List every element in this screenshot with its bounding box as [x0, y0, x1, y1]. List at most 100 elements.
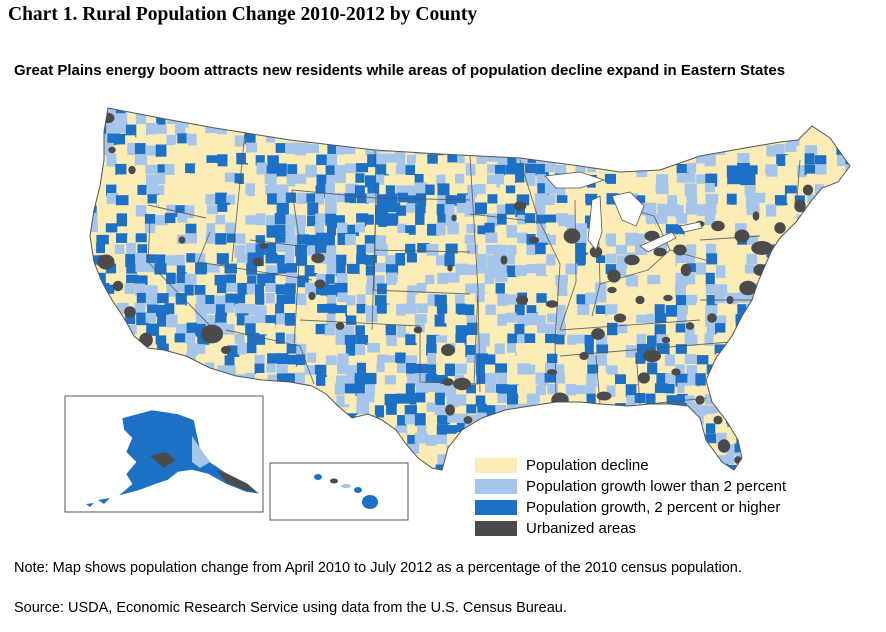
county-cell: [796, 313, 808, 325]
county-cell: [375, 134, 385, 148]
county-cell: [286, 343, 299, 354]
county-cell: [565, 403, 577, 413]
county-cell: [626, 294, 638, 306]
county-cell: [336, 254, 347, 266]
county-cell: [475, 292, 488, 303]
urbanized-area: [707, 313, 717, 323]
county-cell: [765, 204, 777, 217]
county-cell: [217, 284, 227, 294]
county-cell: [576, 223, 587, 235]
county-cell: [727, 284, 739, 298]
county-cell: [506, 424, 516, 435]
county-cell: [825, 315, 836, 328]
county-cell: [675, 284, 686, 297]
county-cell: [325, 183, 339, 195]
county-cell: [677, 382, 689, 393]
county-cell: [516, 114, 529, 126]
county-cell: [755, 283, 769, 295]
county-cell: [446, 355, 456, 368]
county-cell: [475, 134, 486, 145]
county-cell: [105, 343, 118, 355]
county-cell: [96, 304, 110, 316]
county-cell: [785, 333, 796, 343]
county-cell: [535, 362, 546, 374]
county-cell: [265, 335, 277, 347]
county-cell: [356, 244, 366, 258]
county-cell: [336, 144, 348, 155]
county-cell: [326, 284, 337, 297]
county-cell: [686, 162, 697, 173]
county-cell: [747, 423, 757, 436]
county-cell: [686, 135, 696, 148]
county-cell: [146, 123, 158, 136]
urbanized-area: [563, 228, 581, 244]
county-cell: [806, 303, 818, 314]
county-cell: [425, 184, 435, 195]
county-cell: [376, 283, 387, 295]
county-cell: [177, 133, 188, 144]
county-cell: [246, 142, 258, 153]
county-cell: [204, 304, 217, 314]
county-cell: [667, 443, 677, 455]
county-cell: [797, 345, 810, 355]
county-cell: [726, 193, 737, 205]
county-cell: [765, 293, 779, 306]
county-cell: [175, 143, 189, 157]
county-cell: [366, 224, 379, 236]
county-cell: [277, 264, 287, 274]
county-cell: [616, 424, 629, 436]
county-cell: [467, 442, 478, 454]
county-cell: [344, 393, 356, 405]
county-cell: [375, 384, 388, 397]
county-cell: [307, 294, 321, 307]
county-cell: [654, 324, 666, 338]
county-cell: [384, 414, 398, 427]
county-cell: [274, 213, 287, 225]
county-cell: [285, 425, 299, 435]
county-cell: [596, 344, 609, 356]
county-cell: [474, 343, 487, 356]
county-cell: [255, 108, 265, 114]
county-cell: [186, 253, 196, 265]
urbanized-area: [97, 254, 115, 270]
county-cell: [677, 335, 689, 345]
county-cell: [205, 233, 216, 244]
county-cell: [224, 172, 236, 183]
county-cell: [255, 213, 266, 226]
county-cell: [106, 373, 120, 383]
county-cell: [755, 313, 767, 324]
county-cell: [184, 273, 197, 286]
county-cell: [297, 234, 309, 245]
county-cell: [544, 405, 557, 417]
county-cell: [166, 135, 177, 146]
county-cell: [746, 143, 758, 157]
county-cell: [156, 194, 167, 206]
county-cell: [487, 424, 497, 438]
county-cell: [394, 134, 407, 148]
county-cell: [485, 354, 496, 365]
county-cell: [575, 134, 589, 145]
county-cell: [827, 344, 837, 356]
county-cell: [727, 174, 738, 186]
county-cell: [656, 373, 669, 386]
county-cell: [414, 314, 427, 324]
county-cell: [364, 372, 378, 385]
county-cell: [517, 214, 527, 227]
county-cell: [596, 212, 609, 222]
county-cell: [806, 213, 817, 227]
county-cell: [836, 124, 847, 136]
county-cell: [816, 273, 829, 285]
county-cell: [647, 163, 657, 175]
county-cell: [225, 383, 236, 396]
county-cell: [665, 235, 677, 248]
county-cell: [115, 254, 126, 267]
county-cell: [605, 233, 619, 247]
county-cell: [785, 393, 796, 403]
county-cell: [715, 394, 726, 407]
county-cell: [447, 152, 459, 163]
county-cell: [436, 304, 448, 316]
county-cell: [455, 144, 468, 154]
county-cell: [404, 108, 414, 116]
county-cell: [237, 112, 250, 123]
county-cell: [437, 183, 450, 196]
